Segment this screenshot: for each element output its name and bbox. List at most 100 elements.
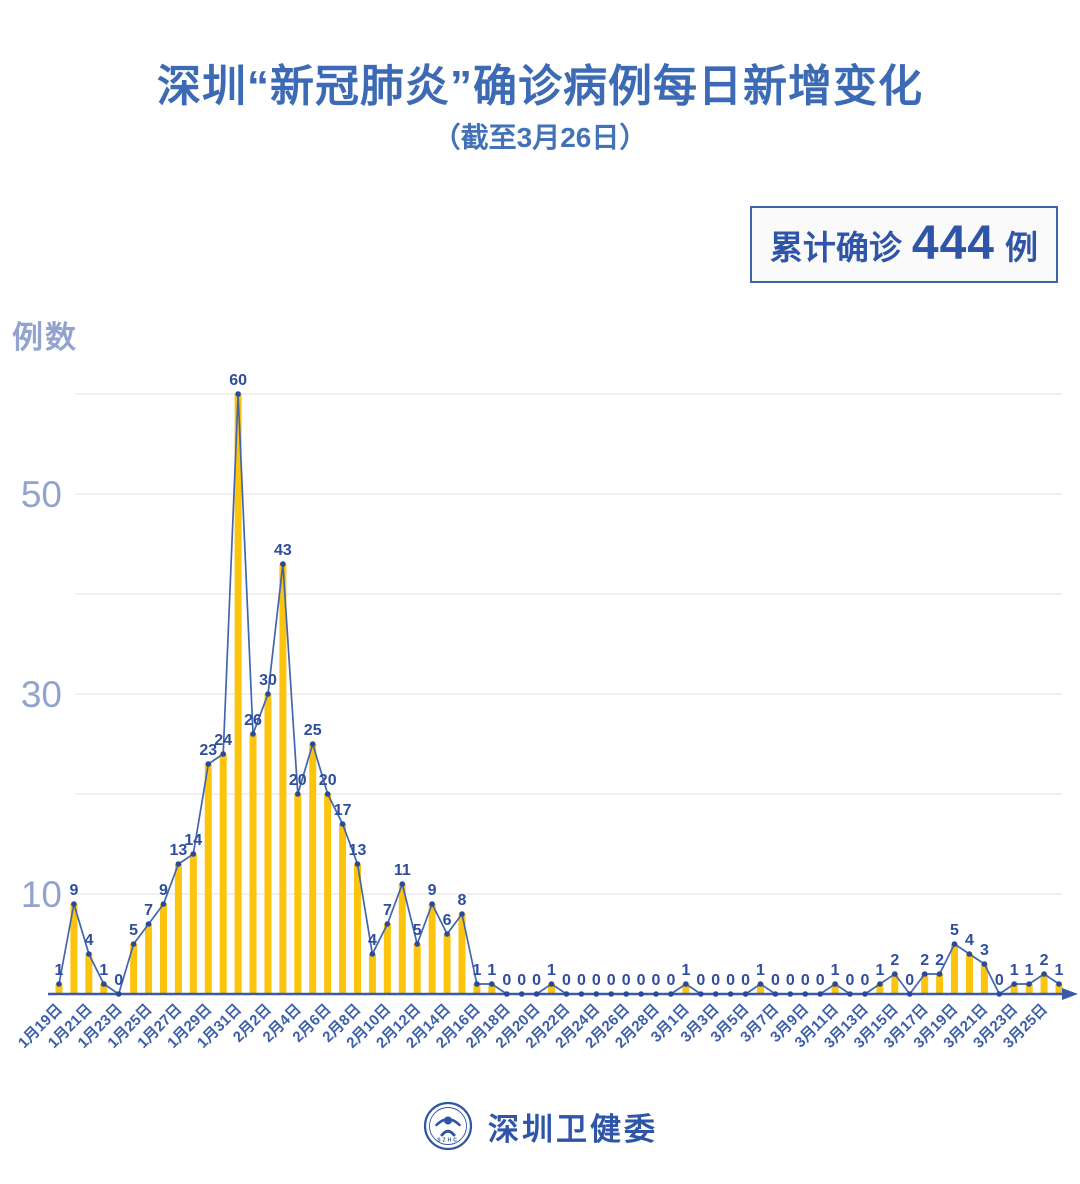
value-label-2月14日: 6	[443, 912, 452, 929]
bar-2月17日	[488, 984, 496, 994]
bar-3月15日	[891, 974, 899, 994]
point-3月5日	[742, 991, 749, 997]
value-label-3月8日: 0	[786, 972, 795, 989]
value-label-2月23日: 0	[577, 972, 586, 989]
point-1月19日	[56, 981, 62, 987]
value-label-2月17日: 1	[487, 962, 496, 979]
point-2月2日	[265, 691, 271, 697]
point-2月14日	[444, 931, 450, 937]
value-label-2月28日: 0	[652, 972, 661, 989]
point-1月21日	[86, 951, 92, 957]
bar-1月21日	[85, 954, 93, 994]
y-tick-50: 50	[21, 474, 62, 515]
point-2月9日	[369, 951, 376, 957]
y-tick-10: 10	[21, 874, 62, 915]
bar-1月29日	[204, 764, 212, 994]
value-label-2月11日: 11	[394, 862, 411, 879]
bar-3月1日	[682, 984, 690, 994]
bar-3月20日	[965, 954, 973, 994]
value-label-2月18日: 0	[502, 972, 511, 989]
point-2月25日	[608, 991, 614, 997]
bar-1月30日	[219, 754, 227, 994]
bar-3月6日	[756, 984, 764, 994]
point-3月26日	[1056, 981, 1062, 987]
value-label-3月20日: 4	[965, 932, 974, 949]
value-label-1月26日: 9	[159, 882, 168, 899]
point-1月22日	[101, 981, 107, 987]
point-3月21日	[981, 961, 988, 967]
point-3月8日	[787, 991, 794, 997]
point-1月29日	[205, 761, 212, 767]
bar-2月15日	[458, 914, 466, 994]
bar-1月22日	[100, 984, 108, 994]
point-1月30日	[220, 751, 226, 757]
value-label-1月24日: 5	[129, 922, 138, 939]
point-2月13日	[429, 901, 435, 907]
value-label-1月22日: 1	[99, 962, 108, 979]
point-3月23日	[1011, 981, 1017, 987]
point-2月3日	[280, 561, 286, 567]
point-1月20日	[71, 901, 77, 907]
value-label-2月8日: 13	[349, 842, 367, 859]
value-label-2月27日: 0	[637, 972, 646, 989]
bar-2月2日	[264, 694, 272, 994]
page-title: 深圳“新冠肺炎”确诊病例每日新增变化	[157, 62, 923, 111]
cumulative-total-badge: 累计确诊 444 例	[749, 206, 1058, 283]
point-1月28日	[190, 851, 197, 857]
value-label-3月11日: 1	[831, 962, 840, 979]
point-3月17日	[921, 971, 928, 977]
bar-1月31日	[234, 394, 242, 994]
value-label-3月6日: 1	[756, 962, 765, 979]
bar-2月14日	[443, 934, 451, 994]
point-2月4日	[295, 791, 301, 797]
point-3月12日	[847, 991, 853, 997]
point-2月21日	[548, 981, 555, 987]
logo-person-arms	[435, 1117, 461, 1127]
point-3月7日	[772, 991, 779, 997]
y-tick-30: 30	[21, 674, 62, 715]
value-label-1月23日: 0	[114, 972, 123, 989]
point-3月3日	[712, 991, 719, 997]
bar-2月5日	[309, 744, 317, 994]
bar-2月11日	[398, 884, 406, 994]
bar-2月16日	[473, 984, 481, 994]
value-label-2月9日: 4	[368, 932, 377, 949]
point-3月15日	[892, 971, 898, 977]
value-label-3月10日: 0	[816, 972, 825, 989]
bar-2月10日	[383, 924, 391, 994]
value-label-2月1日: 26	[244, 712, 262, 729]
value-label-2月16日: 1	[472, 962, 481, 979]
value-label-2月13日: 9	[428, 882, 437, 899]
value-label-2月5日: 25	[304, 722, 322, 739]
point-2月18日	[504, 991, 510, 997]
point-2月7日	[339, 821, 346, 827]
value-label-3月24日: 1	[1025, 962, 1034, 979]
value-label-1月28日: 14	[184, 832, 202, 849]
bar-1月20日	[70, 904, 78, 994]
value-label-2月4日: 20	[289, 772, 307, 789]
point-2月17日	[489, 981, 495, 987]
point-2月10日	[384, 921, 391, 927]
point-1月24日	[130, 941, 137, 947]
badge-value: 444	[911, 217, 995, 270]
point-1月31日	[235, 391, 241, 397]
value-label-3月12日: 0	[846, 972, 855, 989]
bar-3月23日	[1010, 984, 1018, 994]
bar-2月3日	[279, 564, 287, 994]
value-label-2月26日: 0	[622, 972, 631, 989]
value-label-2月2日: 30	[259, 672, 277, 689]
point-2月19日	[518, 991, 525, 997]
badge-prefix: 累计确诊	[769, 229, 902, 266]
bar-3月19日	[951, 944, 959, 994]
bar-2月9日	[368, 954, 376, 994]
bar-3月18日	[936, 974, 944, 994]
point-3月24日	[1026, 981, 1032, 987]
value-label-2月29日: 0	[666, 972, 675, 989]
point-2月24日	[593, 991, 600, 997]
value-label-3月13日: 0	[861, 972, 870, 989]
bar-3月14日	[876, 984, 884, 994]
value-label-3月26日: 1	[1055, 962, 1064, 979]
value-label-1月25日: 7	[144, 902, 153, 919]
x-axis-arrow	[1062, 988, 1078, 1000]
logo-outer-ring	[423, 1101, 473, 1151]
